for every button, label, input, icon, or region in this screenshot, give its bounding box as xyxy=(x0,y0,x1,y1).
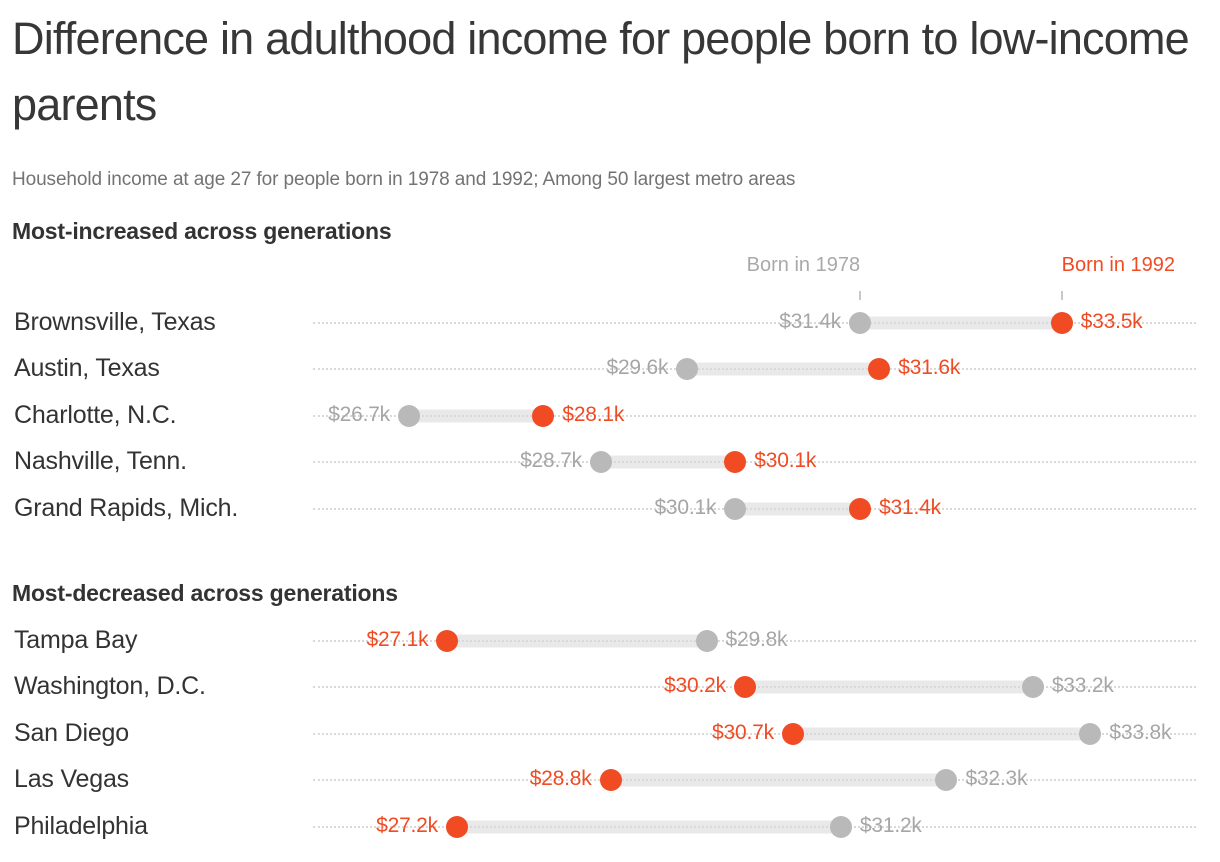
dot-born-1978 xyxy=(397,404,420,427)
dot-born-1992 xyxy=(733,676,756,699)
value-label-right: $28.1k xyxy=(562,402,625,426)
value-label-right: $30.1k xyxy=(754,449,817,473)
value-label-right: $32.3k xyxy=(965,767,1028,791)
page-title: Difference in adulthood income for peopl… xyxy=(12,13,1190,130)
row-city-label: Charlotte, N.C. xyxy=(14,400,177,429)
dot-born-1992 xyxy=(781,722,804,745)
dotted-leader-line xyxy=(313,825,1196,828)
legend-label-born-1992: Born in 1992 xyxy=(1061,253,1176,276)
row-plot-area: $31.4k $33.5k xyxy=(313,300,1196,347)
value-label-left: $30.7k xyxy=(712,720,774,744)
dotted-leader-line xyxy=(313,639,1196,642)
value-label-left: $27.2k xyxy=(376,813,438,837)
chart-rows: Brownsville, Texas $31.4k $33.5k Austin, Te… xyxy=(12,300,1196,533)
row-city-label: Las Vegas xyxy=(14,765,129,794)
legend-tick-born-1978 xyxy=(859,290,862,300)
dot-born-1978 xyxy=(849,311,872,334)
chart-row: Tampa Bay $27.1k $29.8k xyxy=(12,618,1196,665)
value-label-left: $30.2k xyxy=(664,674,726,698)
dotted-leader-line xyxy=(313,414,1196,417)
legend-tick-born-1992 xyxy=(1060,290,1063,300)
chart-row: Austin, Texas $29.6k $31.6k xyxy=(12,346,1196,393)
value-label-left: $30.1k xyxy=(654,495,717,519)
chart-row: Grand Rapids, Mich. $30.1k $31.4k xyxy=(12,486,1196,533)
value-label-left: $26.7k xyxy=(328,402,390,426)
value-label-right: $29.8k xyxy=(725,627,788,651)
dot-born-1978 xyxy=(1079,722,1102,745)
value-label-right: $33.2k xyxy=(1051,674,1114,698)
row-city-label: Tampa Bay xyxy=(14,625,138,654)
row-plot-area: $28.8k $32.3k xyxy=(313,757,1196,804)
dotted-leader-line xyxy=(313,732,1196,735)
value-label-left: $31.4k xyxy=(779,309,842,333)
dotted-leader-line xyxy=(313,368,1196,371)
chart-row: Brownsville, Texas $31.4k $33.5k xyxy=(12,300,1196,347)
chart-row: Las Vegas $28.8k $32.3k xyxy=(12,757,1196,804)
value-label-left: $28.8k xyxy=(529,767,592,791)
row-plot-area: $30.1k $31.4k xyxy=(313,486,1196,533)
dot-born-1978 xyxy=(829,815,852,838)
chart-row: Nashville, Tenn. $28.7k $30.1k xyxy=(12,439,1196,486)
row-city-label: San Diego xyxy=(14,718,129,747)
row-plot-area: $28.7k $30.1k xyxy=(313,439,1196,486)
value-label-left: $27.1k xyxy=(366,627,429,651)
chart-row: San Diego $30.7k $33.8k xyxy=(12,711,1196,758)
value-label-left: $29.6k xyxy=(606,356,669,380)
row-city-label: Philadelphia xyxy=(14,811,148,840)
chart-row: Philadelphia $27.2k $31.2k xyxy=(12,804,1196,851)
dot-born-1978 xyxy=(1021,676,1044,699)
dot-born-1992 xyxy=(849,497,872,520)
row-city-label: Austin, Texas xyxy=(14,354,160,383)
dot-born-1992 xyxy=(1050,311,1073,334)
page-subtitle: Household income at age 27 for people bo… xyxy=(12,169,796,190)
dot-born-1978 xyxy=(935,769,958,792)
row-plot-area: $29.6k $31.6k xyxy=(313,346,1196,393)
dumbbell-chart: Most-increased across generations Born in… xyxy=(12,218,1196,850)
dot-born-1992 xyxy=(436,629,459,652)
legend-label-born-1978: Born in 1978 xyxy=(746,253,861,276)
dot-born-1992 xyxy=(445,815,468,838)
chart-row: Charlotte, N.C. $26.7k $28.1k xyxy=(12,393,1196,440)
dot-born-1992 xyxy=(599,769,622,792)
section-header: Most-increased across generations xyxy=(12,218,392,244)
row-plot-area: $30.2k $33.2k xyxy=(313,664,1196,711)
value-label-right: $33.8k xyxy=(1109,720,1172,744)
dot-born-1978 xyxy=(724,497,747,520)
row-plot-area: $30.7k $33.8k xyxy=(313,711,1196,758)
row-city-label: Brownsville, Texas xyxy=(14,307,216,336)
row-plot-area: $26.7k $28.1k xyxy=(313,393,1196,440)
dot-born-1992 xyxy=(724,451,747,474)
dotted-leader-line xyxy=(313,779,1196,782)
dot-born-1978 xyxy=(676,358,699,381)
row-city-label: Washington, D.C. xyxy=(14,672,206,701)
chart-row: Washington, D.C. $30.2k $33.2k xyxy=(12,664,1196,711)
dotted-leader-line xyxy=(313,321,1196,324)
value-label-left: $28.7k xyxy=(520,449,582,473)
dot-born-1992 xyxy=(532,404,555,427)
value-label-right: $33.5k xyxy=(1080,309,1143,333)
row-city-label: Nashville, Tenn. xyxy=(14,447,187,476)
dot-born-1978 xyxy=(695,629,718,652)
chart-rows: Tampa Bay $27.1k $29.8k Washington, D.C. $30… xyxy=(12,618,1196,851)
section-header: Most-decreased across generations xyxy=(12,580,398,607)
row-plot-area: $27.2k $31.2k xyxy=(313,804,1196,851)
value-label-right: $31.2k xyxy=(859,813,922,837)
dot-born-1978 xyxy=(589,451,612,474)
chart-legend: Born in 1978 Born in 1992 xyxy=(313,252,1196,300)
row-city-label: Grand Rapids, Mich. xyxy=(14,493,239,522)
dotted-leader-line xyxy=(313,461,1196,464)
value-label-right: $31.6k xyxy=(898,356,961,380)
dot-born-1992 xyxy=(868,358,891,381)
row-plot-area: $27.1k $29.8k xyxy=(313,618,1196,665)
dotted-leader-line xyxy=(313,507,1196,510)
value-label-right: $31.4k xyxy=(879,495,941,519)
